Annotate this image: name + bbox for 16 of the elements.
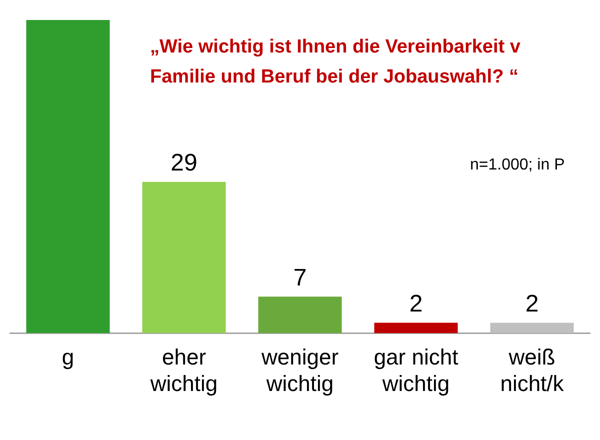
- bar: [374, 322, 458, 334]
- bar: [26, 20, 110, 334]
- text: „Wie wichtig ist Ihnen die Vereinbarkeit v Familie und Beruf bei der Jobauswahl? “: [150, 36, 521, 88]
- data-label: 2: [525, 290, 539, 318]
- x-tick-label: eher wichtig: [149, 344, 218, 396]
- bar: [142, 182, 226, 334]
- x-tick-label: gar nicht wichtig: [374, 344, 458, 396]
- x-tick-label: weniger wichtig: [260, 344, 339, 396]
- x-tick-label: weiß nicht/k: [500, 344, 565, 396]
- annotation: n=1.000; in P: [470, 156, 565, 174]
- data-label: 29: [170, 149, 198, 176]
- data-label: 7: [293, 264, 307, 292]
- data-label: 2: [409, 290, 423, 318]
- bar: [490, 322, 574, 334]
- x-tick-label: g: [62, 344, 74, 370]
- bar: [258, 296, 342, 334]
